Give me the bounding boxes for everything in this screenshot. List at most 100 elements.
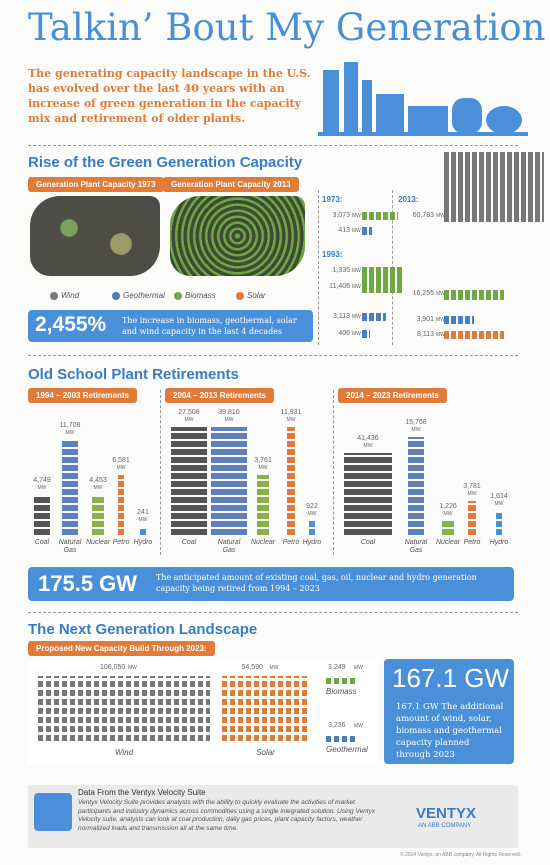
stat-number: 39,810 [218, 409, 240, 416]
divider [160, 390, 161, 555]
legend-swatch [50, 292, 58, 300]
stat-number: 106,050 [100, 664, 126, 671]
category-label: Natural Gas [404, 539, 428, 554]
stat-number: 3,901 [416, 316, 434, 323]
section-title: Old School Plant Retirements [28, 366, 239, 383]
category-label: Biomass [326, 687, 357, 696]
unit: MW [258, 465, 268, 471]
unit: MW [352, 228, 361, 234]
icon-row [362, 227, 372, 235]
icon-stack [257, 475, 269, 535]
category-label: Petro [112, 539, 130, 546]
icon-stack [287, 427, 295, 535]
unit: MW [224, 417, 234, 423]
icon-stack [408, 437, 424, 535]
footer: Data From the Ventyx Velocity Suite Vent… [28, 785, 518, 848]
category-label: Nuclear [250, 539, 276, 546]
unit: MW [65, 430, 75, 436]
category-label: Hydro [302, 539, 322, 546]
unit: MW [443, 511, 453, 517]
stat-number: 6,581 [112, 457, 130, 464]
stat-number: 4,749 [33, 477, 51, 484]
stat-box: 175.5 GW The anticipated amount of exist… [28, 567, 514, 601]
unit: MW [352, 314, 361, 320]
stat-number: 4,453 [89, 477, 107, 484]
icon-stack [92, 495, 104, 535]
intro: The generating capacity landscape in the… [28, 67, 311, 125]
unit: MW [436, 317, 445, 323]
icon-stack [344, 453, 392, 535]
stat-number: 16,255 [412, 290, 434, 297]
unit: MW [184, 417, 194, 423]
stat-number: 3,236 [328, 722, 346, 729]
unit: MW [363, 443, 373, 449]
legend-swatch [112, 292, 120, 300]
category-label: Hydro [489, 539, 509, 546]
icon-grid [38, 676, 210, 741]
icon-row [444, 316, 474, 324]
unit: MW [354, 723, 363, 729]
stat-number: 3,073 [332, 212, 350, 219]
category-label: Hydro [133, 539, 153, 546]
legend-swatch [236, 292, 244, 300]
footer-text: Ventyx Velocity Suite provides analysts … [78, 799, 376, 832]
icon-row [362, 313, 386, 321]
stat-number: 1,226 [439, 503, 457, 510]
category-label: Nuclear [435, 539, 461, 546]
stat-number: 60,783 [412, 212, 434, 219]
stat-number: 241 [137, 509, 149, 516]
stat-number: 3,249 [328, 664, 346, 671]
icon-row [444, 290, 504, 300]
icon-grid [326, 734, 356, 742]
divider [333, 390, 334, 555]
category-label: Wind [114, 748, 134, 757]
unit: MW [269, 665, 279, 671]
stat-box: 2,455% The increase in biomass, geotherm… [28, 310, 313, 342]
icon-row [362, 212, 398, 220]
icon-grid [222, 676, 309, 741]
category-label: Coal [360, 539, 376, 546]
legend-label: Geothermal [123, 291, 165, 300]
divider [28, 145, 518, 146]
stat-number: 3,761 [254, 457, 272, 464]
stat-number: 406 [338, 330, 350, 337]
map [170, 196, 305, 276]
stat-value: 167.1 GW [392, 663, 510, 693]
factory-illustration [318, 62, 528, 136]
stat-number: 11,931 [280, 409, 302, 416]
icon-stack [442, 521, 454, 535]
divider [28, 612, 518, 613]
category-label: Coal [34, 539, 50, 546]
period-badge: 1994 – 2003 Retirements [28, 388, 137, 403]
unit: MW [354, 665, 363, 671]
section-title: Rise of the Green Generation Capacity [28, 154, 303, 171]
stat-text: 167.1 GW The additional amount of wind, … [396, 702, 504, 760]
copyright: © 2014 Ventyx, an ABB company. All Right… [400, 852, 522, 858]
icon-stack [140, 527, 146, 535]
icon-row [362, 267, 402, 293]
year-label: 1993: [322, 250, 343, 259]
icon-stack [496, 511, 502, 535]
stat-number: 1,335 [332, 267, 350, 274]
unit: MW [138, 517, 148, 523]
unit: MW [436, 291, 445, 297]
stat-value: 175.5 GW [38, 571, 138, 596]
unit: MW [467, 491, 477, 497]
year-label: 2013: [398, 195, 419, 204]
divider [28, 355, 518, 356]
stat-number: 54,590 [241, 664, 263, 671]
stat-number: 3,781 [463, 483, 481, 490]
stat-number: 27,508 [178, 409, 200, 416]
legend-label: Biomass [185, 291, 216, 300]
stat-number: 413 [338, 227, 350, 234]
stat-number: 11,406 [329, 283, 350, 290]
stat-box: 167.1 GW 167.1 GW The additional amount … [384, 659, 514, 764]
stat-text: The increase in biomass, geothermal, sol… [122, 316, 297, 336]
badge: Proposed New Capacity Build Through 2023… [28, 641, 215, 656]
map-badge: Generation Plant Capacity 1973 [28, 177, 164, 192]
icon-row [362, 330, 370, 338]
stat-number: 922 [306, 503, 318, 510]
legend-label: Wind [61, 291, 80, 300]
unit: MW [307, 511, 317, 517]
